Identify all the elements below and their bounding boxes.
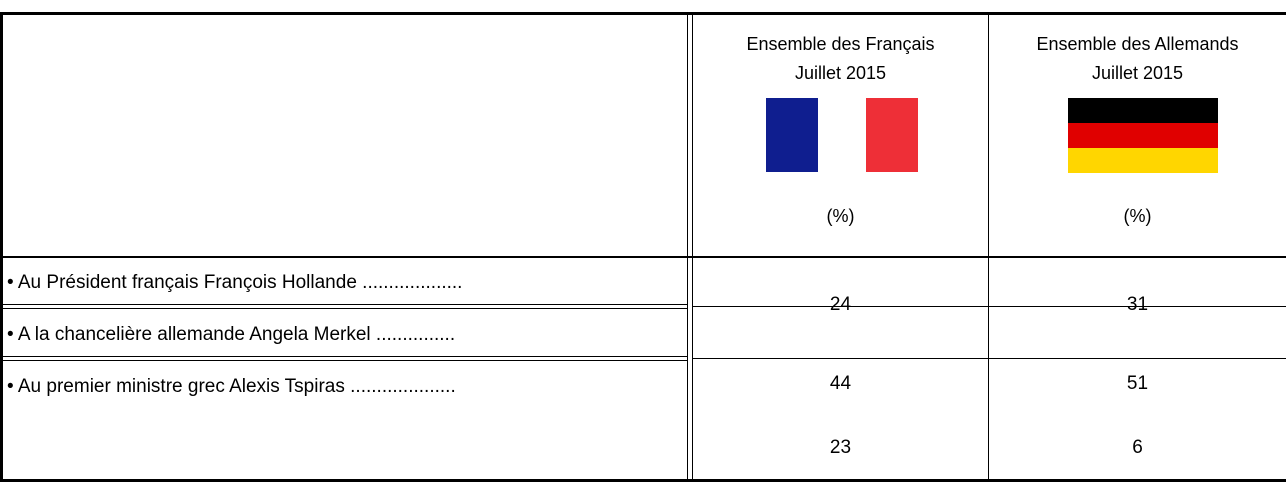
column-unit: (%) [826, 206, 855, 226]
divider [692, 12, 693, 482]
column-date: Juillet 2015 [794, 63, 887, 83]
cell-value: 24 [829, 294, 852, 315]
row-line [0, 308, 688, 309]
column-date: Juillet 2015 [1091, 63, 1184, 83]
row-line [0, 360, 688, 361]
cell-value: 44 [829, 373, 852, 394]
row-label: • Au Président français François Holland… [7, 272, 463, 293]
flag-france [766, 98, 918, 172]
row-line [0, 256, 1286, 258]
cell-value: 51 [1126, 373, 1149, 394]
divider [687, 12, 688, 482]
column-header: Ensemble des Allemands Juillet 2015 [989, 30, 1286, 88]
column-unit: (%) [1123, 206, 1152, 226]
divider [988, 12, 989, 482]
column-title: Ensemble des Français [746, 34, 935, 54]
row-label: • Au premier ministre grec Alexis Tspira… [7, 376, 456, 397]
row-line [692, 306, 1286, 307]
border [0, 12, 3, 482]
border [0, 479, 1286, 482]
column-title: Ensemble des Allemands [1036, 34, 1239, 54]
column-header: Ensemble des Français Juillet 2015 [693, 30, 988, 88]
row-line [0, 304, 688, 305]
row-line [692, 358, 1286, 359]
cell-value: 23 [829, 437, 852, 458]
cell-value: 31 [1126, 294, 1149, 315]
flag-germany [1068, 98, 1218, 173]
border [0, 12, 1286, 15]
row-line [0, 356, 688, 357]
cell-value: 6 [1132, 437, 1143, 458]
row-label: • A la chancelière allemande Angela Merk… [7, 324, 456, 345]
